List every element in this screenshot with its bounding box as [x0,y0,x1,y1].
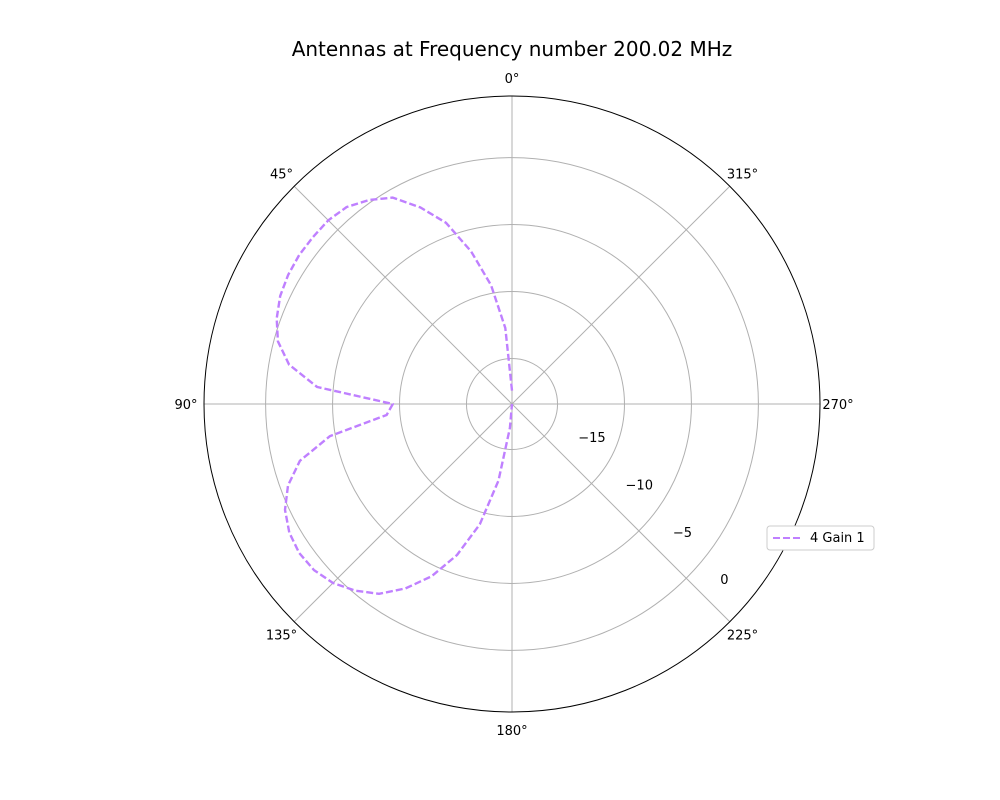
data-layer [275,196,514,595]
r-gridline [399,291,625,517]
tick-labels: 0° 45° 90° 135° 180° 225° 270° 315° −15 −10 −5 0 [174,72,853,739]
polar-grid [204,96,820,712]
theta-gridline [293,403,513,623]
theta-tick-label: 225° [727,629,758,644]
r-tick-label: 0 [720,573,728,588]
theta-tick-label: 180° [496,724,527,739]
r-tick-label: −10 [626,479,653,494]
theta-tick-label: 315° [727,167,758,182]
r-gridline [332,224,692,584]
r-gridline [465,357,559,451]
polar-frame [203,95,821,713]
legend-box [766,525,875,551]
theta-tick-label: 90° [174,398,197,413]
series-line-4-gain-1 [275,196,514,595]
theta-gridline [511,403,731,623]
legend: 4 Gain 1 [766,525,875,551]
legend-label-4-gain-1: 4 Gain 1 [810,531,865,546]
theta-gridline [511,185,731,405]
r-tick-label: −5 [673,526,692,541]
r-gridline [265,157,759,651]
chart-title: Antennas at Frequency number 200.02 MHz [292,37,733,61]
theta-gridline [293,185,513,405]
theta-tick-label: 135° [266,629,297,644]
theta-tick-label: 45° [270,167,293,182]
theta-tick-label: 0° [505,72,520,87]
theta-tick-label: 270° [822,398,853,413]
r-tick-label: −15 [578,431,605,446]
